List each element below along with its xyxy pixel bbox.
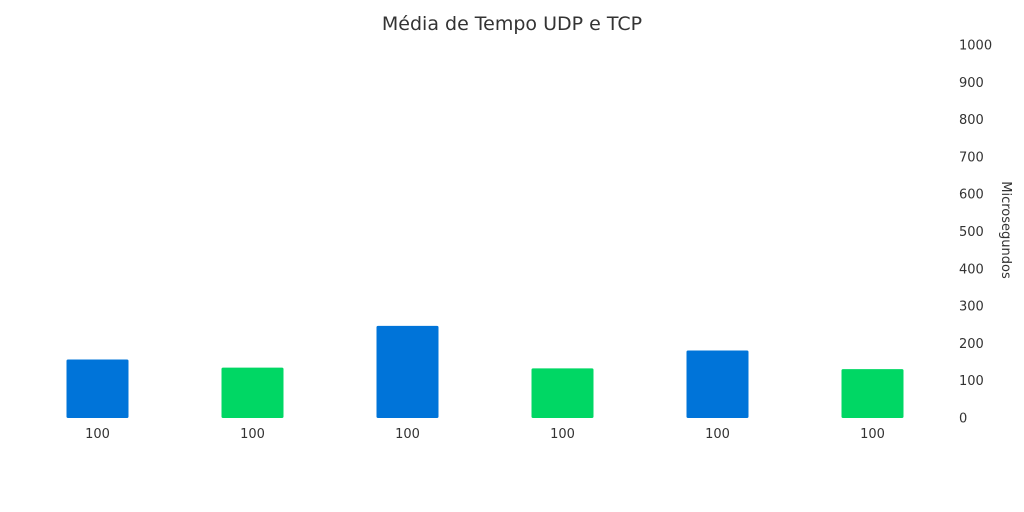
x-tick-label: 100	[240, 427, 265, 442]
bar	[221, 367, 284, 418]
x-tick-label: 100	[860, 427, 885, 442]
y-tick-label: 400	[959, 262, 984, 277]
x-tick-label: 100	[85, 427, 110, 442]
y-tick-label: 500	[959, 225, 984, 240]
y-tick-label: 200	[959, 337, 984, 352]
x-axis-ticks: 100 100 100 100 100 100	[85, 427, 885, 442]
bar	[531, 368, 594, 418]
y-tick-label: 100	[959, 374, 984, 389]
y-tick-label: 0	[959, 412, 967, 427]
x-tick-label: 100	[705, 427, 730, 442]
y-axis-label: Microsegundos	[998, 181, 1013, 279]
bar	[66, 359, 129, 418]
y-tick-label: 800	[959, 113, 984, 128]
y-tick-label: 700	[959, 150, 984, 165]
bars	[66, 325, 904, 418]
y-axis-ticks: 0 100 200 300 400 500 600 700 800 900 1000	[959, 39, 992, 427]
bar	[376, 325, 439, 418]
bar	[841, 369, 904, 418]
y-tick-label: 300	[959, 300, 984, 315]
bar	[686, 350, 749, 418]
x-tick-label: 100	[550, 427, 575, 442]
y-tick-label: 900	[959, 76, 984, 91]
y-tick-label: 600	[959, 188, 984, 203]
y-tick-label: 1000	[959, 39, 992, 54]
x-tick-label: 100	[395, 427, 420, 442]
chart-title: Média de Tempo UDP e TCP	[382, 13, 642, 35]
